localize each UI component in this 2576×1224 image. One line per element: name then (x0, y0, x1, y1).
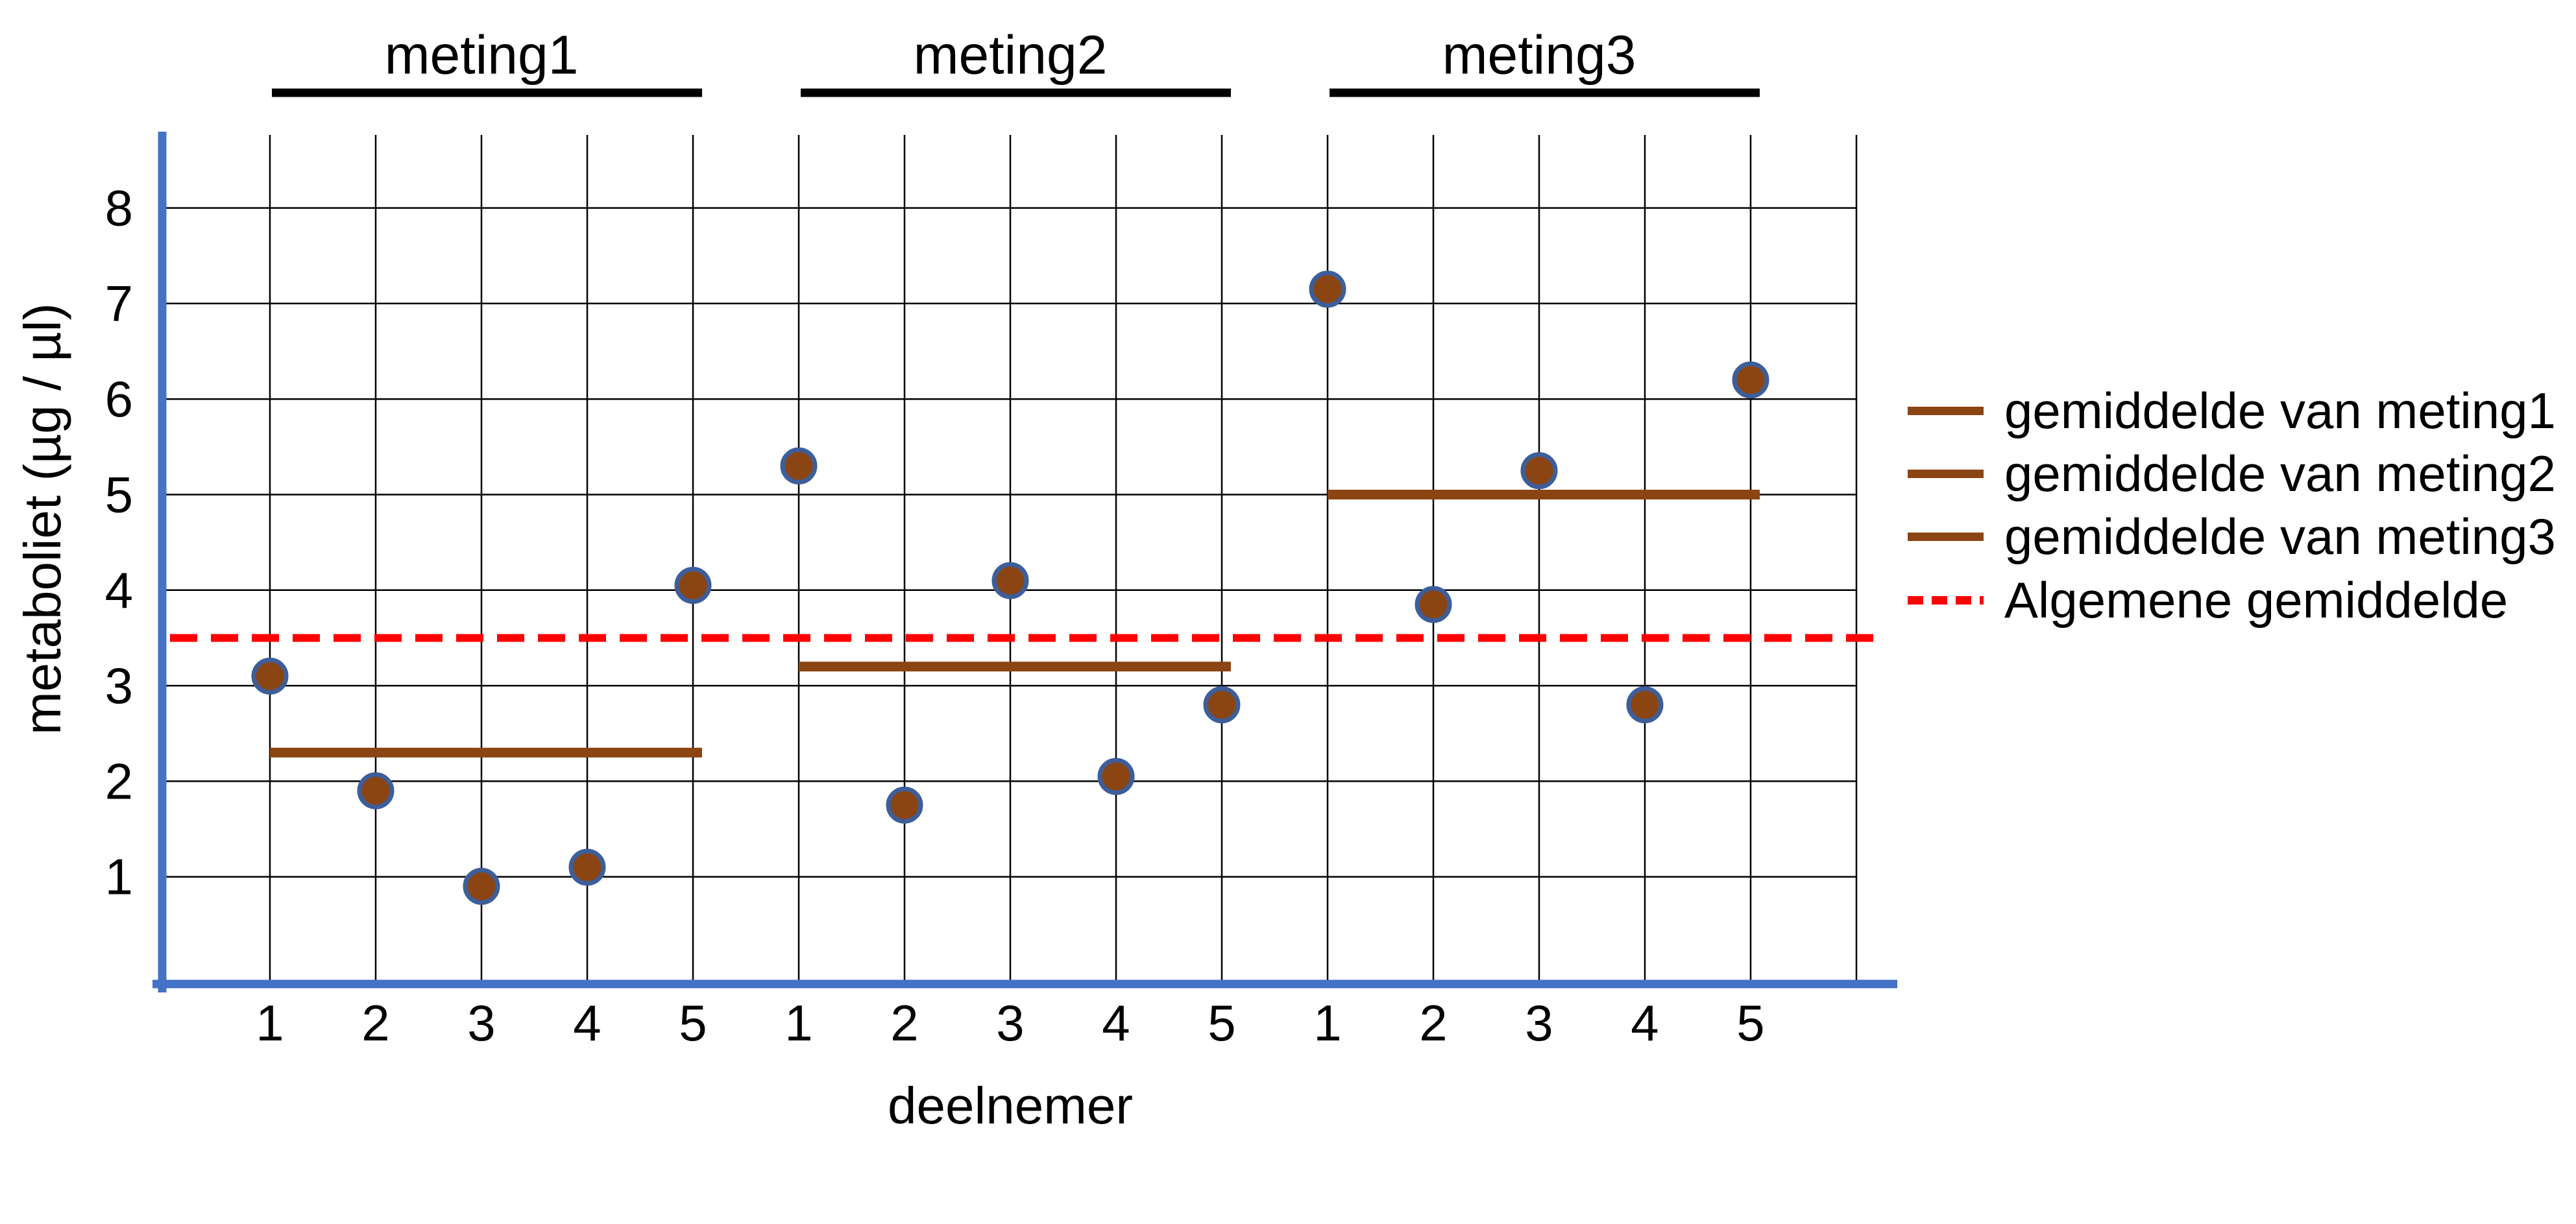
data-point-meting1-deelnemer-4 (568, 848, 606, 886)
y-tick-label: 3 (105, 657, 133, 714)
data-point-meting1-deelnemer-2 (357, 772, 395, 810)
x-tick-label: 4 (1631, 994, 1659, 1051)
data-point-meting3-deelnemer-2 (1415, 586, 1452, 623)
data-point-meting3-deelnemer-1 (1309, 270, 1346, 308)
data-point-meting1-deelnemer-1 (251, 657, 289, 695)
legend-item-mean-meting2: gemiddelde van meting2 (1908, 445, 2556, 502)
y-tick-label: 7 (105, 275, 133, 332)
group-header-meting3: meting3 (1442, 24, 1636, 86)
data-point-meting2-deelnemer-5 (1203, 686, 1241, 724)
data-point-meting3-deelnemer-5 (1732, 361, 1769, 399)
x-tick-label: 3 (996, 994, 1024, 1051)
data-point-meting3-deelnemer-3 (1520, 452, 1558, 490)
x-tick-label: 3 (467, 994, 495, 1051)
legend-item-mean-meting1: gemiddelde van meting1 (1908, 382, 2556, 439)
x-tick-label: 4 (573, 994, 601, 1051)
data-point-meting2-deelnemer-1 (780, 447, 818, 485)
legend-item-mean-meting3: gemiddelde van meting3 (1908, 508, 2556, 565)
legend-label: Algemene gemiddelde (2004, 571, 2509, 629)
x-tick-label: 5 (1736, 994, 1764, 1051)
data-point-meting2-deelnemer-4 (1097, 758, 1135, 795)
y-tick-label: 5 (105, 466, 133, 523)
data-point-meting2-deelnemer-2 (886, 786, 923, 824)
data-point-meting1-deelnemer-5 (674, 566, 712, 604)
x-tick-label: 2 (890, 994, 918, 1051)
group-header-meting2: meting2 (913, 24, 1108, 86)
data-point-meting2-deelnemer-3 (991, 562, 1029, 599)
legend-swatch-dashed-line-icon (1908, 595, 1984, 605)
legend-swatch-solid-line-icon (1908, 406, 1984, 415)
x-tick-label: 1 (784, 994, 812, 1051)
legend-swatch-solid-line-icon (1908, 469, 1984, 478)
group-header-meting1: meting1 (384, 24, 579, 86)
legend-label: gemiddelde van meting3 (2004, 507, 2556, 565)
y-axis-title: metaboliet (µg / µl) (14, 303, 71, 735)
x-tick-label: 2 (1419, 994, 1447, 1051)
legend-item-overall-mean: Algemene gemiddelde (1908, 571, 2508, 629)
y-tick-label: 2 (105, 752, 133, 810)
data-point-meting3-deelnemer-4 (1626, 686, 1664, 724)
legend-swatch-solid-line-icon (1908, 532, 1984, 541)
y-tick-label: 1 (105, 848, 133, 906)
x-tick-label: 1 (256, 994, 284, 1051)
data-point-meting1-deelnemer-3 (463, 867, 500, 905)
y-tick-label: 8 (105, 180, 133, 237)
x-axis-title: deelnemer (887, 1077, 1134, 1134)
x-tick-label: 5 (679, 994, 707, 1051)
x-tick-label: 2 (361, 994, 389, 1051)
y-tick-label: 4 (105, 562, 133, 619)
legend-label: gemiddelde van meting1 (2004, 381, 2556, 439)
y-tick-label: 6 (105, 370, 133, 427)
x-tick-label: 5 (1208, 994, 1235, 1051)
x-tick-label: 3 (1525, 994, 1553, 1051)
x-tick-label: 4 (1102, 994, 1130, 1051)
x-tick-label: 1 (1313, 994, 1341, 1051)
legend-label: gemiddelde van meting2 (2004, 444, 2556, 502)
